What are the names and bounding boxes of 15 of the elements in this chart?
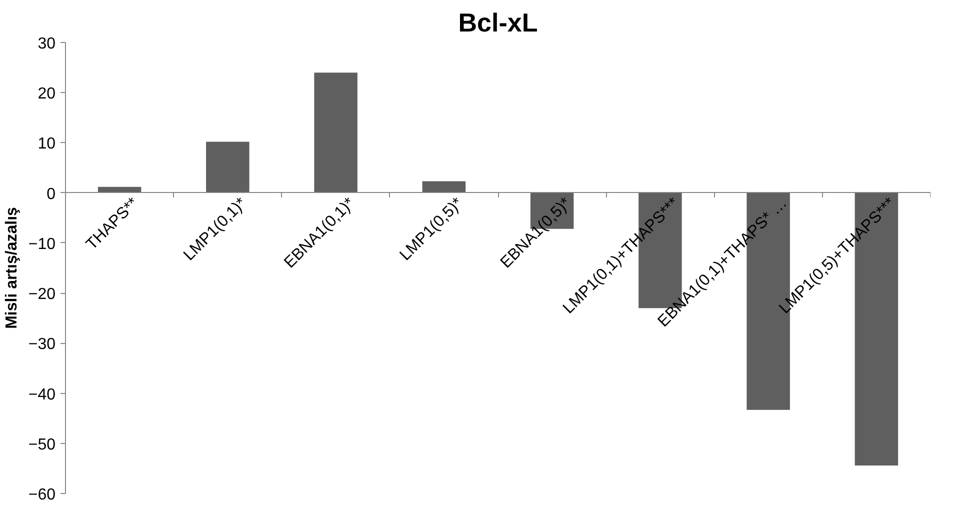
chart-title: Bcl-xL — [458, 8, 538, 38]
y-tick-label: 20 — [38, 86, 56, 103]
y-tick-label: −20 — [28, 286, 56, 304]
y-tick-label: −40 — [28, 386, 56, 404]
y-tick-label: 30 — [38, 36, 56, 52]
y-axis-title: Misli artış/azalış — [3, 206, 20, 329]
y-tick-label: 0 — [46, 186, 56, 203]
bar — [206, 142, 250, 193]
y-tick-label: −30 — [28, 336, 56, 354]
y-tick-label: 10 — [38, 136, 56, 153]
y-tick-label: −50 — [28, 436, 56, 454]
y-tick-label: −10 — [28, 236, 56, 253]
y-tick-label: −60 — [28, 486, 56, 504]
bar — [314, 72, 358, 193]
bar — [422, 181, 466, 193]
